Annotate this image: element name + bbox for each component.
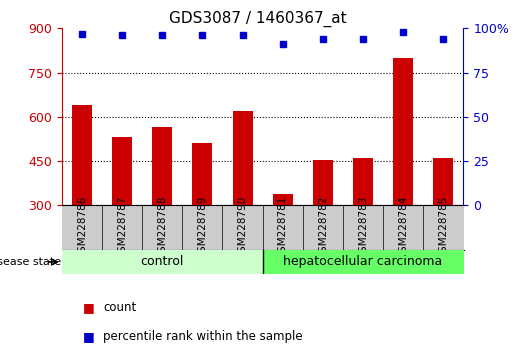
Bar: [393, 58, 413, 294]
Bar: [433, 158, 453, 294]
Text: GSM228787: GSM228787: [117, 196, 127, 259]
Text: disease state: disease state: [0, 257, 61, 267]
Text: GSM228788: GSM228788: [157, 196, 167, 259]
Bar: [353, 158, 373, 294]
Text: GSM228782: GSM228782: [318, 196, 328, 259]
FancyBboxPatch shape: [263, 250, 464, 274]
Text: GSM228789: GSM228789: [197, 196, 208, 259]
Bar: [232, 111, 252, 294]
Text: hepatocellular carcinoma: hepatocellular carcinoma: [283, 256, 443, 268]
Text: GSM228783: GSM228783: [358, 196, 368, 259]
Text: GSM228786: GSM228786: [77, 196, 87, 259]
Bar: [313, 160, 333, 294]
Text: ■: ■: [82, 302, 94, 314]
Text: GSM228790: GSM228790: [237, 196, 248, 259]
Text: ■: ■: [82, 330, 94, 343]
Bar: [112, 137, 132, 294]
Bar: [273, 194, 293, 294]
Text: control: control: [141, 256, 184, 268]
Text: percentile rank within the sample: percentile rank within the sample: [103, 330, 303, 343]
FancyBboxPatch shape: [62, 250, 263, 274]
Text: GSM228781: GSM228781: [278, 196, 288, 259]
Text: GSM228784: GSM228784: [398, 196, 408, 259]
Text: GSM228785: GSM228785: [438, 196, 449, 259]
Text: GDS3087 / 1460367_at: GDS3087 / 1460367_at: [169, 11, 346, 27]
Bar: [192, 143, 212, 294]
Bar: [152, 127, 172, 294]
Bar: [72, 105, 92, 294]
Text: count: count: [103, 302, 136, 314]
